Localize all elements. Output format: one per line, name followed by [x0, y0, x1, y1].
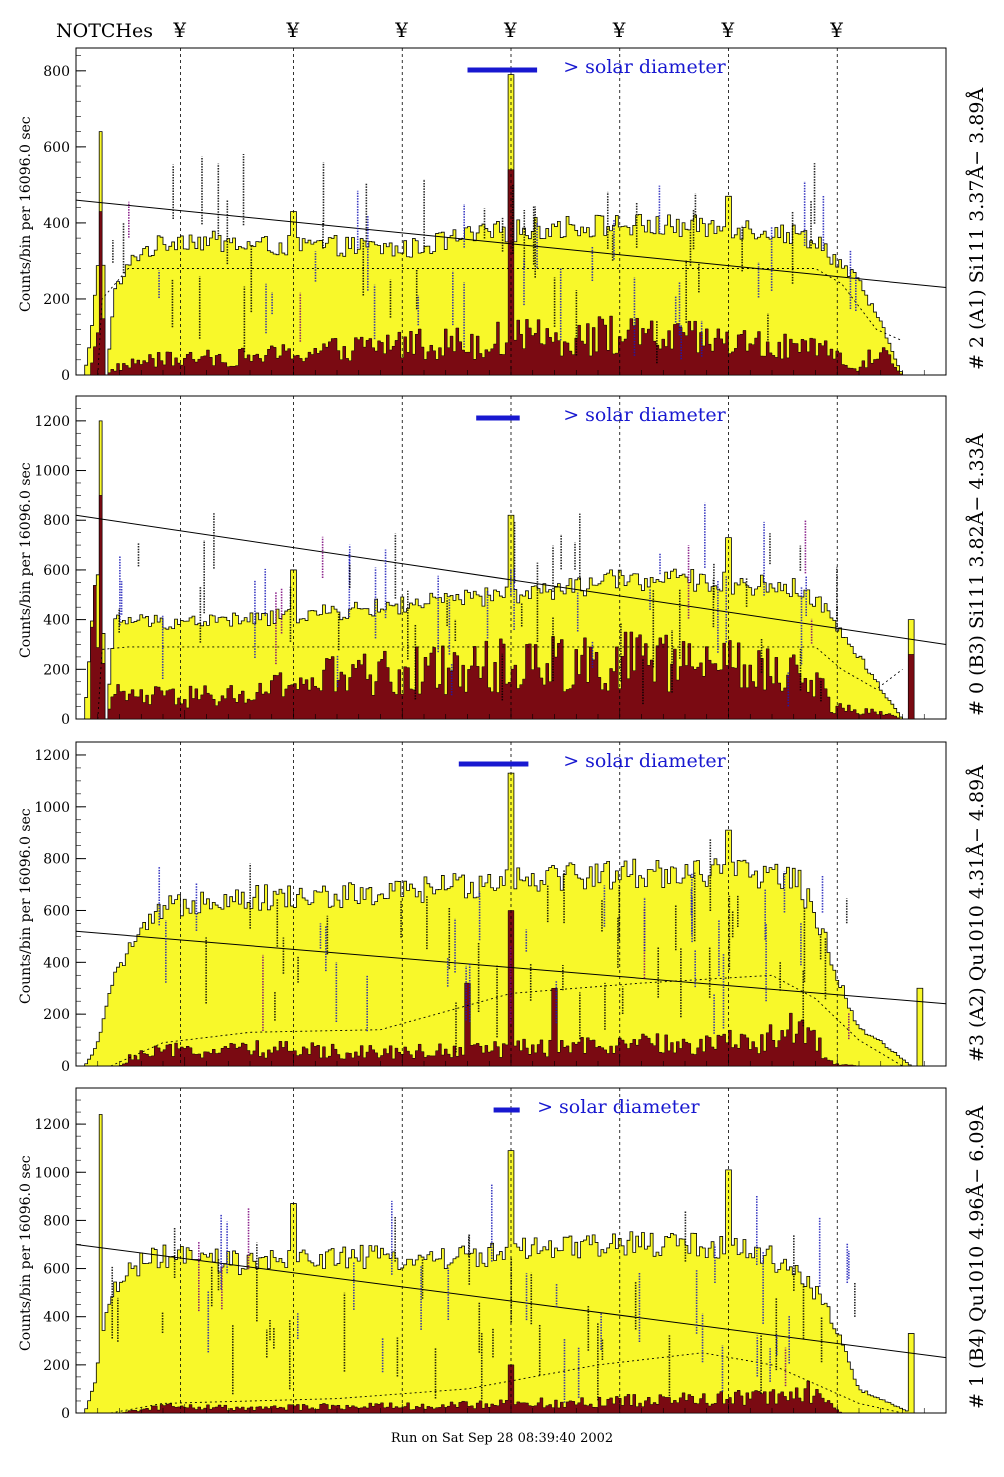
y-tick-label: 400: [43, 955, 70, 971]
trend-line: [75, 1243, 947, 1359]
notch-marker: ¥: [173, 18, 187, 42]
y-tick-label: 600: [43, 1262, 70, 1278]
y-tick-label: 200: [43, 292, 70, 308]
y-tick-label: 200: [43, 1358, 70, 1374]
y-tick-label: 0: [61, 368, 70, 384]
y-tick-label: 400: [43, 613, 70, 629]
dark-counts-histogram: [76, 495, 946, 720]
y-axis-label: Counts/bin per 16096.0 sec: [18, 115, 34, 312]
notch-marker: ¥: [830, 18, 843, 42]
y-tick-label: 800: [43, 1213, 70, 1229]
y-tick-label: 400: [43, 1310, 70, 1326]
panel-title: # 2 (A1) Si111 3.37Å− 3.89Å: [966, 87, 988, 370]
y-axis-label: Counts/bin per 16096.0 sec: [18, 461, 34, 658]
model-curve: [97, 268, 903, 376]
legend-label: > solar diameter: [563, 750, 726, 772]
y-tick-label: 1000: [34, 464, 70, 480]
y-tick-label: 800: [43, 852, 70, 868]
notch-marker: ¥: [286, 18, 300, 42]
panel-1: 0 200 400 600 800 1000 1200: [34, 395, 947, 728]
panel-title: # 0 (B3) Si111 3.82Å− 4.33Å: [966, 433, 988, 716]
y-tick-label: 600: [43, 563, 70, 579]
notch-marker: ¥: [721, 18, 735, 42]
panel-3: 0 200 400 600 800 1000 1200: [34, 1087, 947, 1422]
model-curve: [110, 974, 903, 1067]
panel-title: # 1 (B4) Qu1010 4.96Å− 6.09Å: [966, 1105, 988, 1409]
y-tick-label: 1200: [34, 414, 70, 430]
y-tick-label: 400: [43, 216, 70, 232]
y-tick-label: 200: [43, 662, 70, 678]
y-axis-label: Counts/bin per 16096.0 sec: [18, 1154, 34, 1351]
y-tick-label: 1000: [34, 1165, 70, 1181]
panel-0: 0 200 400 600 800: [43, 47, 947, 384]
notches-label: NOTCHes: [56, 20, 153, 42]
run-footer: Run on Sat Sep 28 08:39:40 2002: [390, 1431, 614, 1446]
y-tick-label: 600: [43, 903, 70, 919]
notch-marker: ¥: [395, 18, 408, 42]
legend-label: > solar diameter: [563, 56, 726, 78]
model-curve: [110, 1352, 903, 1414]
panel-title: #3 (A2) Qu1010 4.31Å− 4.89Å: [966, 765, 988, 1062]
y-tick-label: 800: [43, 64, 70, 80]
legend-label: > solar diameter: [537, 1096, 700, 1118]
notch-marker: ¥: [612, 18, 626, 42]
legend-label: > solar diameter: [563, 404, 726, 426]
y-tick-label: 800: [43, 513, 70, 529]
y-tick-label: 1200: [34, 1117, 70, 1133]
y-tick-label: 200: [43, 1007, 70, 1023]
trend-line: [75, 199, 947, 289]
trend-line: [75, 930, 947, 1005]
notch-marker: ¥: [504, 18, 517, 42]
y-axis-label: Counts/bin per 16096.0 sec: [18, 808, 34, 1004]
y-tick-label: 1200: [34, 748, 70, 764]
panel-2: 0 200 400 600 800 1000 1200: [34, 741, 947, 1075]
y-tick-label: 0: [61, 1406, 70, 1422]
y-tick-label: 0: [61, 1059, 70, 1075]
y-tick-label: 600: [43, 140, 70, 156]
y-tick-label: 1000: [34, 800, 70, 816]
y-tick-label: 0: [61, 712, 70, 728]
